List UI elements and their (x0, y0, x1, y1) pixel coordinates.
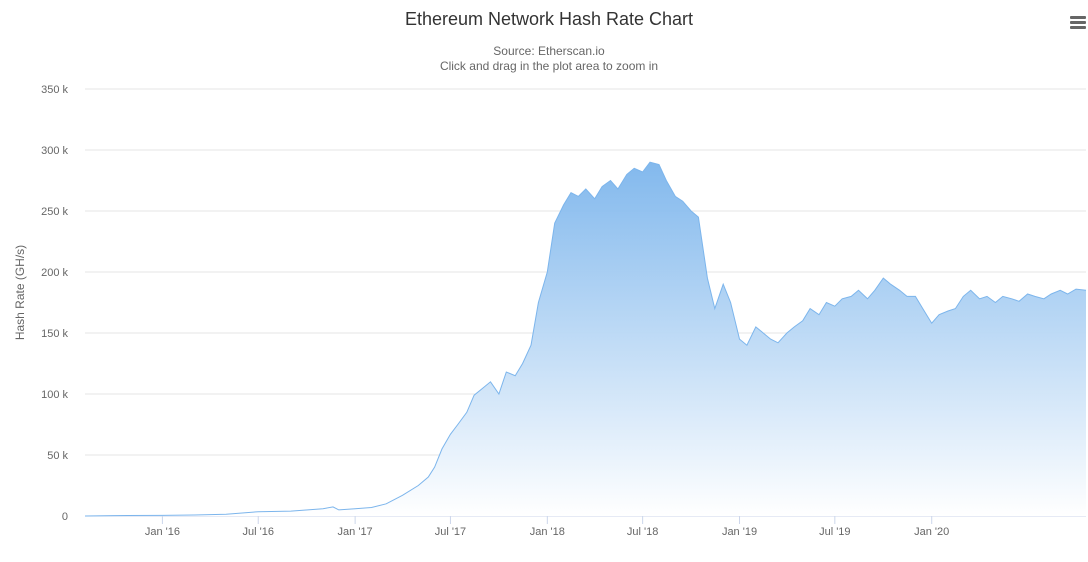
y-tick-label: 200 k (41, 267, 68, 279)
x-tick-label: Jul '17 (435, 526, 466, 538)
y-tick-label: 0 (62, 511, 68, 523)
x-tick-label: Jan '19 (722, 526, 757, 538)
hamburger-menu-icon[interactable] (1070, 16, 1086, 30)
x-tick-label: Jul '16 (243, 526, 274, 538)
y-tick-label: 350 k (41, 84, 68, 96)
hash-rate-line (84, 161, 1087, 517)
x-tick-label: Jan '17 (338, 526, 373, 538)
x-tick-label: Jan '16 (145, 526, 180, 538)
y-tick-label: 150 k (41, 328, 68, 340)
y-tick-label: 50 k (47, 450, 68, 462)
x-tick-label: Jan '18 (530, 526, 565, 538)
zoom-instruction: Click and drag in the plot area to zoom … (439, 59, 659, 73)
y-tick-label: 300 k (41, 145, 68, 157)
y-axis-title: Hash Rate (GH/s) (13, 245, 27, 340)
y-tick-label: 100 k (41, 389, 68, 401)
x-tick-label: Jan '20 (914, 526, 949, 538)
x-tick-label: Jul '18 (627, 526, 658, 538)
x-tick-label: Jul '19 (819, 526, 850, 538)
hash-rate-area (85, 162, 1086, 516)
chart-subtitle: Source: Etherscan.io (493, 44, 605, 58)
chart-title: Ethereum Network Hash Rate Chart (404, 9, 694, 29)
y-tick-label: 250 k (41, 206, 68, 218)
